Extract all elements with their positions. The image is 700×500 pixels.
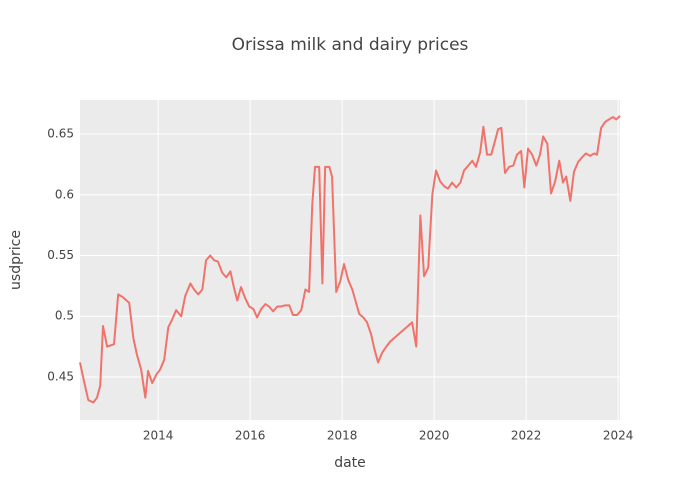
y-tick-label: 0.45 bbox=[47, 369, 74, 383]
x-tick-label: 2022 bbox=[511, 429, 542, 443]
x-tick-label: 2016 bbox=[235, 429, 266, 443]
x-tick-label: 2014 bbox=[143, 429, 174, 443]
chart-title: Orissa milk and dairy prices bbox=[232, 35, 469, 55]
x-axis-title: date bbox=[334, 455, 366, 471]
x-tick-label: 2024 bbox=[603, 429, 634, 443]
y-tick-label: 0.55 bbox=[47, 248, 74, 262]
y-tick-label: 0.5 bbox=[55, 309, 74, 323]
y-axis-title: usdprice bbox=[8, 230, 24, 290]
x-tick-label: 2018 bbox=[327, 429, 358, 443]
x-tick-label: 2020 bbox=[419, 429, 450, 443]
data-line bbox=[79, 115, 621, 404]
grid bbox=[80, 100, 620, 420]
y-tick-label: 0.6 bbox=[55, 187, 74, 201]
plot-area bbox=[80, 100, 620, 420]
y-tick-label: 0.65 bbox=[47, 127, 74, 141]
